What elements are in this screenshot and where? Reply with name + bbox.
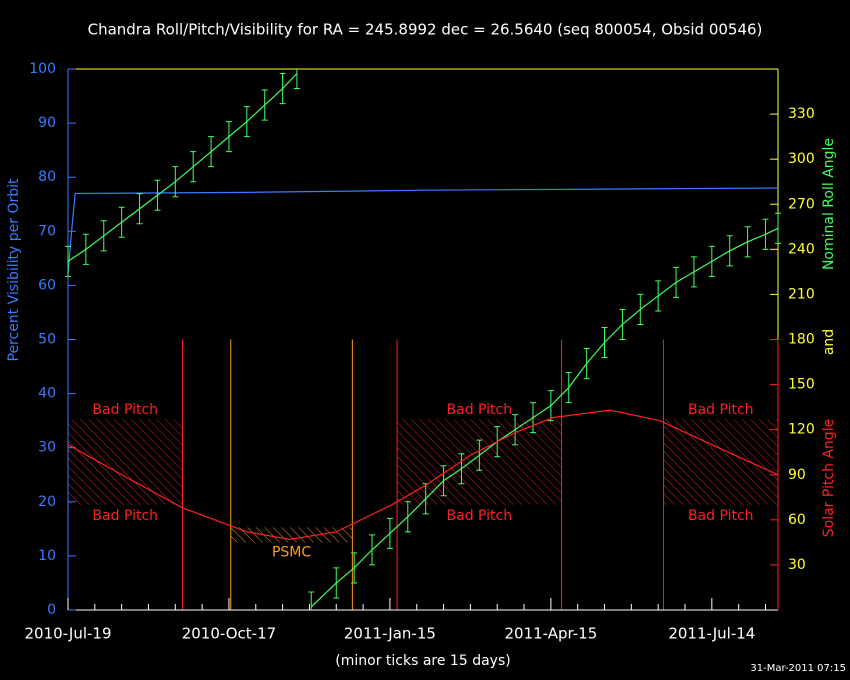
y-tick-label: 50 [38,332,56,348]
bad-pitch-label: Bad Pitch [447,402,513,418]
y2-tick-label: 330 [788,106,815,122]
error-bar [154,179,161,211]
error-bar [458,453,465,485]
series-line [67,409,779,540]
y2-axis-label: and [821,329,837,355]
error-bar [82,233,89,265]
bad-pitch-label: Bad Pitch [92,508,158,524]
psmc-region [230,527,353,543]
bad-pitch-label: Bad Pitch [688,402,754,418]
y2-tick-label: 210 [788,286,815,302]
error-bar [601,326,608,359]
y-tick-label: 40 [38,386,56,402]
error-bar [333,567,340,599]
y-tick-label: 30 [38,440,56,456]
error-bar [708,245,715,277]
y-tick-label: 60 [38,277,56,293]
y-tick-label: 20 [38,494,56,510]
bad-pitch-label: Bad Pitch [688,508,754,524]
y2-tick-label: 180 [788,332,815,348]
error-bar [136,193,143,225]
error-bar [100,220,107,252]
x-tick-label: 2011-Jul-14 [668,625,755,643]
error-bar [673,266,680,298]
x-axis-label: (minor ticks are 15 days) [335,653,510,669]
y2-tick-label: 60 [788,512,806,528]
y-tick-label: 0 [47,602,56,618]
error-bar [261,89,268,121]
x-tick-label: 2010-Jul-19 [24,625,111,643]
error-bar [225,121,232,153]
error-bar [208,136,215,168]
y2-tick-label: 30 [788,557,806,573]
bad-pitch-label: Bad Pitch [92,402,158,418]
series-line [67,187,779,275]
y2-tick-label: 90 [788,467,806,483]
y2-axis-label: Nominal Roll Angle [821,138,837,270]
error-bar [386,517,393,549]
error-bar [118,206,125,238]
bad-pitch-region [663,419,778,505]
x-tick-label: 2010-Oct-17 [182,625,276,643]
error-bar [308,591,315,610]
error-bar [440,465,447,497]
error-bar [762,218,769,250]
error-bar [565,372,572,404]
error-bar [404,501,411,533]
y2-tick-label: 240 [788,241,815,257]
y-tick-label: 100 [29,61,56,77]
y2-tick-label: 300 [788,151,815,167]
bad-pitch-region [68,419,183,505]
psmc-label: PSMC [272,544,311,560]
series-line [67,73,298,262]
y-tick-label: 70 [38,223,56,239]
error-bar [512,414,519,446]
x-tick-label: 2011-Apr-15 [504,625,597,643]
error-bar [190,151,197,183]
error-bar [619,308,626,340]
y-tick-label: 90 [38,115,56,131]
x-tick-label: 2011-Jan-15 [344,625,436,643]
error-bar [279,73,286,105]
error-bar [583,348,590,380]
error-bar [726,235,733,267]
error-bar [369,534,376,566]
bad-pitch-label: Bad Pitch [447,508,513,524]
chart-title: Chandra Roll/Pitch/Visibility for RA = 2… [88,21,763,39]
error-bar [690,256,697,288]
y-tick-label: 10 [38,548,56,564]
error-bar [243,106,250,138]
y2-tick-label: 150 [788,377,815,393]
error-bar [476,439,483,471]
y2-axis-label: Solar Pitch Angle [821,419,837,538]
error-bar [351,552,358,584]
error-bar [293,69,300,90]
error-bar [529,402,536,434]
error-bar [547,390,554,422]
timestamp: 31-Mar-2011 07:15 [750,663,846,674]
error-bar [637,293,644,325]
y-tick-label: 80 [38,169,56,185]
error-bar [744,226,751,258]
error-bar [655,280,662,312]
error-bar [65,245,71,277]
error-bar [775,212,781,244]
y2-tick-label: 120 [788,422,815,438]
y-axis-label: Percent Visibility per Orbit [6,178,22,362]
y2-tick-label: 270 [788,196,815,212]
error-bar [172,166,179,198]
